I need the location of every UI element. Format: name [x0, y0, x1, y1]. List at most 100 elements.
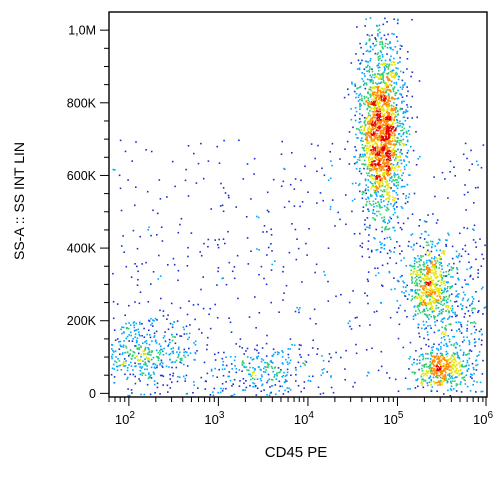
- event-dot: [235, 343, 237, 345]
- event-dot: [435, 277, 437, 279]
- event-dot: [158, 254, 160, 257]
- event-dot: [122, 362, 124, 365]
- event-dot: [371, 157, 373, 159]
- event-dot: [374, 121, 376, 124]
- event-dot: [381, 104, 384, 107]
- event-dot: [255, 394, 258, 396]
- event-dot: [479, 238, 481, 240]
- event-dot: [150, 283, 152, 285]
- event-dot: [393, 159, 396, 161]
- event-dot: [430, 283, 433, 286]
- event-dot: [370, 175, 372, 178]
- event-dot: [360, 62, 362, 64]
- event-dot: [440, 363, 442, 366]
- event-dot: [373, 138, 375, 141]
- event-dot: [139, 335, 141, 337]
- event-dot: [386, 21, 388, 23]
- event-dot: [130, 389, 133, 391]
- event-dot: [221, 204, 224, 207]
- event-dot: [368, 39, 371, 42]
- event-dot: [214, 353, 216, 356]
- event-dot: [376, 195, 378, 197]
- event-dot: [426, 295, 429, 298]
- event-dot: [395, 111, 397, 113]
- event-dot: [201, 332, 203, 334]
- event-dot: [418, 282, 421, 285]
- event-dot: [388, 270, 391, 273]
- event-dot: [399, 155, 401, 157]
- event-dot: [455, 341, 458, 344]
- event-dot: [440, 258, 442, 260]
- event-dot: [430, 390, 433, 392]
- event-dot: [463, 365, 465, 368]
- event-dot: [375, 188, 378, 190]
- event-dot: [294, 178, 297, 180]
- event-dot: [451, 363, 454, 366]
- event-dot: [441, 326, 443, 329]
- event-dot: [119, 340, 122, 343]
- event-dot: [171, 339, 174, 342]
- event-dot: [400, 139, 402, 142]
- event-dot: [282, 363, 284, 365]
- event-dot: [389, 100, 392, 102]
- event-dot: [374, 177, 376, 179]
- event-dot: [468, 350, 471, 352]
- event-dot: [174, 342, 177, 345]
- event-dot: [476, 363, 479, 366]
- event-dot: [433, 369, 435, 371]
- event-dot: [156, 366, 158, 369]
- event-dot: [376, 153, 379, 156]
- event-dot: [260, 358, 263, 360]
- event-dot: [294, 366, 297, 369]
- event-dot: [149, 334, 151, 336]
- event-dot: [411, 281, 414, 283]
- event-dot: [467, 283, 470, 286]
- event-dot: [187, 338, 189, 341]
- event-dot: [138, 333, 140, 336]
- event-dot: [375, 228, 377, 231]
- event-dot: [388, 136, 391, 139]
- event-dot: [375, 38, 377, 41]
- event-dot: [330, 160, 332, 162]
- event-dot: [388, 103, 390, 105]
- event-dot: [179, 351, 181, 354]
- event-dot: [426, 372, 429, 374]
- event-dot: [390, 151, 393, 153]
- event-dot: [428, 259, 430, 262]
- event-dot: [401, 250, 403, 252]
- event-dot: [411, 371, 414, 374]
- event-dot: [377, 89, 380, 91]
- event-dot: [401, 228, 403, 231]
- event-dot: [129, 331, 132, 334]
- event-dot: [375, 143, 378, 145]
- event-dot: [173, 263, 176, 266]
- event-dot: [405, 143, 407, 146]
- event-dot: [354, 381, 356, 384]
- event-dot: [357, 128, 360, 130]
- event-dot: [141, 334, 143, 337]
- event-dot: [423, 289, 425, 292]
- event-dot: [225, 387, 227, 390]
- event-dot: [396, 279, 399, 282]
- event-dot: [448, 269, 451, 271]
- event-dot: [420, 268, 422, 271]
- event-dot: [377, 123, 379, 125]
- event-dot: [415, 310, 417, 312]
- event-dot: [387, 93, 390, 95]
- event-dot: [388, 97, 391, 99]
- event-dot: [285, 284, 288, 287]
- event-dot: [254, 368, 256, 370]
- event-dot: [386, 123, 388, 126]
- event-dot: [148, 361, 150, 363]
- event-dot: [454, 366, 457, 368]
- event-dot: [251, 358, 254, 361]
- event-dot: [389, 124, 392, 127]
- event-dot: [385, 158, 388, 161]
- event-dot: [365, 172, 368, 175]
- event-dot: [441, 279, 443, 281]
- event-dot: [406, 316, 408, 318]
- event-dot: [453, 364, 456, 367]
- event-dot: [125, 347, 128, 349]
- event-dot: [148, 359, 151, 362]
- event-dot: [369, 60, 371, 62]
